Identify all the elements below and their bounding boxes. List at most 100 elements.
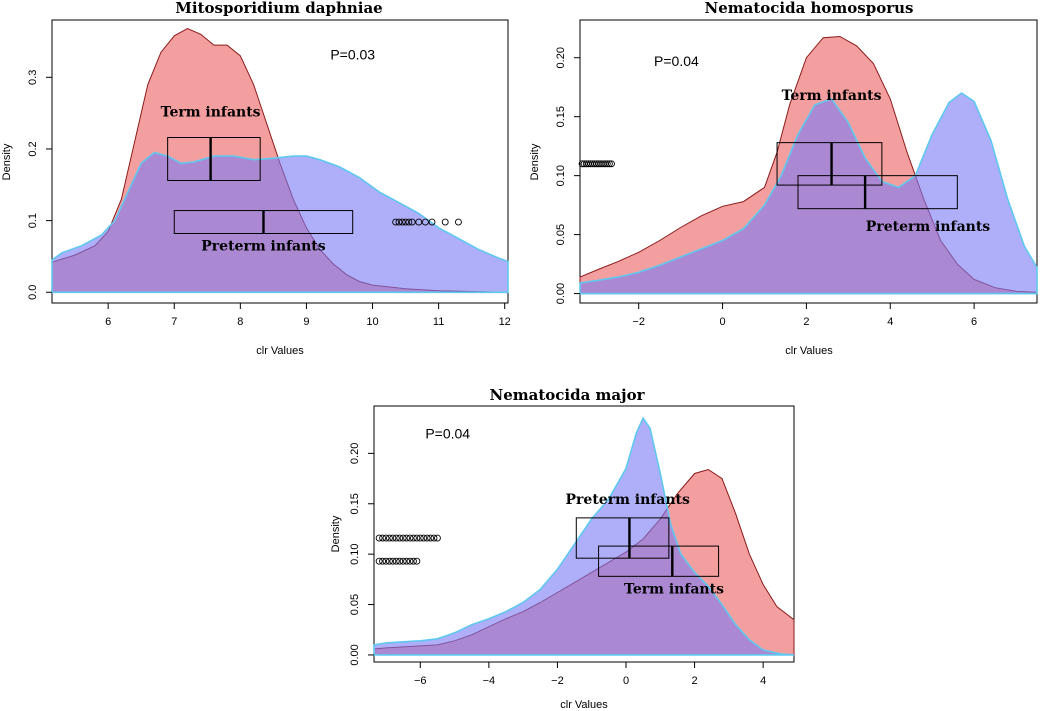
preterm-infants-outlier-point xyxy=(430,534,438,542)
p-value: P=0.04 xyxy=(425,425,470,441)
panel-nematocida-major: Nematocida major Preterm infants Term inf… xyxy=(330,386,795,711)
preterm-infants-density-area xyxy=(579,92,1038,295)
x-axis: 6 7 8 9 10 11 12 xyxy=(105,303,511,328)
y-tick-label: 0.10 xyxy=(349,543,361,564)
y-axis: 0.0 0.1 0.2 0.3 xyxy=(27,70,52,300)
term-infants-outlier-point xyxy=(392,557,400,565)
x-tick-label: 0 xyxy=(719,316,725,328)
preterm-infants-outlier-point xyxy=(399,534,407,542)
preterm-infants-outlier-point xyxy=(392,534,400,542)
y-tick-label: 0.20 xyxy=(555,47,567,68)
term-infants-boxplot-box xyxy=(598,545,720,577)
preterm-infants-outlier-point xyxy=(420,534,428,542)
preterm-infants-outlier-point xyxy=(379,534,387,542)
plot-frame xyxy=(373,405,795,663)
panel-title: Nematocida homosporus xyxy=(704,0,913,17)
preterm-infants-outlier-point xyxy=(441,218,449,226)
preterm-infants-outlier-point xyxy=(392,218,400,226)
preterm-infants-outlier-point xyxy=(398,218,406,226)
x-tick-label: −6 xyxy=(414,675,427,687)
x-tick-label: −2 xyxy=(632,316,645,328)
preterm-infants-boxplot-box xyxy=(575,517,670,559)
term-infants-outlier-point xyxy=(409,557,417,565)
x-tick-label: 4 xyxy=(760,675,766,687)
y-axis: 0.00 0.05 0.10 0.15 0.20 xyxy=(349,443,374,666)
x-tick-label: 8 xyxy=(237,316,243,328)
term-infants-outlier-point xyxy=(382,557,390,565)
y-axis-label: Density xyxy=(330,515,342,552)
x-axis-label: clr Values xyxy=(560,699,608,711)
y-tick-label: 0.3 xyxy=(27,70,39,85)
y-tick-label: 0.2 xyxy=(27,141,39,156)
x-tick-label: 9 xyxy=(303,316,309,328)
preterm-infants-outlier-point xyxy=(415,218,423,226)
boxplots: Term infants Preterm infants xyxy=(578,88,990,235)
x-tick-label: 6 xyxy=(971,316,977,328)
preterm-infants-outlier-point xyxy=(375,534,383,542)
term-infants-outlier-point xyxy=(605,160,613,168)
p-value: P=0.04 xyxy=(654,53,699,69)
preterm-infants-outlier-point xyxy=(409,534,417,542)
y-axis-label: Density xyxy=(529,143,541,180)
x-axis: −2 0 2 4 6 xyxy=(632,303,977,328)
preterm-infants-outlier-point xyxy=(416,534,424,542)
preterm-infants-outlier-point xyxy=(413,534,421,542)
preterm-infants-outlier-point xyxy=(423,534,431,542)
preterm-infants-outlier-point xyxy=(433,534,441,542)
term-infants-outlier-point xyxy=(375,557,383,565)
y-tick-label: 0.10 xyxy=(555,165,567,186)
term-infants-outlier-point xyxy=(403,557,411,565)
x-tick-label: 10 xyxy=(366,316,378,328)
term-infants-outlier-point xyxy=(406,557,414,565)
y-tick-label: 0.00 xyxy=(349,644,361,665)
x-tick-label: 2 xyxy=(692,675,698,687)
preterm-infants-outlier-point xyxy=(403,534,411,542)
term-infants-outlier-point xyxy=(396,557,404,565)
term-infants-outlier-point xyxy=(389,557,397,565)
x-tick-label: 11 xyxy=(433,316,444,328)
preterm-infants-outlier-point xyxy=(396,534,404,542)
y-tick-label: 0.05 xyxy=(555,224,567,245)
x-tick-label: −4 xyxy=(483,675,496,687)
p-value: P=0.03 xyxy=(330,46,375,62)
density-areas xyxy=(51,28,509,294)
y-tick-label: 0.0 xyxy=(27,285,39,300)
term-infants-boxplot-box xyxy=(167,136,261,181)
panel-mitosporidium-daphniae: Mitosporidium daphniae Term infants Prete… xyxy=(1,0,511,357)
x-tick-label: 12 xyxy=(499,316,511,328)
preterm-infants-density-area xyxy=(51,151,509,294)
term-infants-outlier-point xyxy=(385,557,393,565)
y-tick-label: 0.15 xyxy=(555,106,567,127)
x-tick-label: −2 xyxy=(551,675,564,687)
term-infants-outlier-point xyxy=(413,557,421,565)
term-infants-outlier-point xyxy=(379,557,387,565)
y-tick-label: 0.05 xyxy=(349,594,361,615)
term-infants-label: Term infants xyxy=(624,581,724,597)
preterm-infants-outlier-point xyxy=(408,218,416,226)
panel-title: Mitosporidium daphniae xyxy=(175,0,382,17)
preterm-infants-outlier-point xyxy=(454,218,462,226)
term-infants-outlier-point xyxy=(399,557,407,565)
preterm-infants-label: Preterm infants xyxy=(201,239,325,255)
preterm-infants-outlier-point xyxy=(385,534,393,542)
y-tick-label: 0.20 xyxy=(349,443,361,464)
preterm-infants-outlier-point xyxy=(427,534,435,542)
x-tick-label: 7 xyxy=(171,316,177,328)
y-tick-label: 0.00 xyxy=(555,283,567,304)
x-axis-label: clr Values xyxy=(256,345,304,357)
preterm-infants-outlier-point xyxy=(402,218,410,226)
preterm-infants-outlier-point xyxy=(421,218,429,226)
x-tick-label: 2 xyxy=(803,316,809,328)
preterm-infants-outlier-point xyxy=(382,534,390,542)
density-areas xyxy=(373,416,795,656)
y-tick-label: 0.15 xyxy=(349,493,361,514)
boxplots: Preterm infants Term infants xyxy=(375,492,724,597)
preterm-infants-outlier-point xyxy=(406,534,414,542)
x-tick-label: 6 xyxy=(105,316,111,328)
x-tick-label: 0 xyxy=(623,675,629,687)
preterm-infants-label: Preterm infants xyxy=(566,492,690,508)
preterm-infants-label: Preterm infants xyxy=(866,219,990,235)
y-axis-label: Density xyxy=(1,143,13,180)
term-infants-label: Term infants xyxy=(782,88,882,104)
panel-title: Nematocida major xyxy=(490,386,646,404)
